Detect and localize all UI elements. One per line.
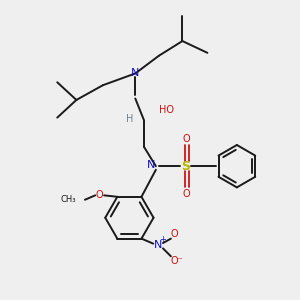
Text: O: O	[183, 134, 190, 143]
Text: N: N	[146, 160, 155, 170]
Text: H: H	[126, 114, 133, 124]
Text: +: +	[160, 235, 167, 244]
Text: S: S	[181, 160, 190, 173]
Text: O: O	[170, 229, 178, 239]
Text: N: N	[131, 68, 140, 78]
Text: O: O	[183, 189, 190, 199]
Text: HO: HO	[159, 105, 174, 115]
Text: N: N	[154, 239, 162, 250]
Text: CH₃: CH₃	[61, 195, 76, 204]
Text: O⁻: O⁻	[170, 256, 183, 266]
Text: O: O	[96, 190, 104, 200]
